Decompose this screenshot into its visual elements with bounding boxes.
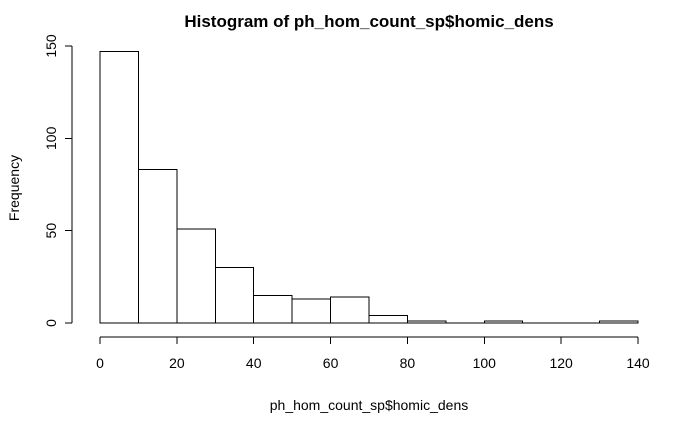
histogram-bars xyxy=(99,51,639,324)
x-axis: 0 20 40 60 80 100 120 140 xyxy=(96,336,650,371)
x-tick-label-1: 20 xyxy=(169,355,185,371)
histogram-bar-8 xyxy=(406,320,447,324)
x-tick-label-5: 100 xyxy=(473,355,497,371)
x-tick-label-7: 140 xyxy=(626,355,650,371)
x-tick-label-4: 80 xyxy=(400,355,416,371)
histogram-bar-1 xyxy=(137,169,178,324)
x-axis-label: ph_hom_count_sp$homic_dens xyxy=(270,397,468,413)
histogram-bar-7 xyxy=(368,315,408,324)
histogram-bar-5 xyxy=(291,298,332,324)
histogram-bar-0 xyxy=(99,51,139,324)
histogram-bar-2 xyxy=(176,228,216,324)
y-tick-label-1: 50 xyxy=(43,223,59,239)
x-tick-label-6: 120 xyxy=(549,355,573,371)
y-axis: 0 50 100 150 xyxy=(43,34,73,327)
histogram-bar-3 xyxy=(214,267,255,324)
histogram-bar-13 xyxy=(599,320,639,324)
x-tick-label-3: 60 xyxy=(323,355,339,371)
histogram-bar-4 xyxy=(253,294,293,324)
y-axis-label: Frequency xyxy=(6,155,22,221)
y-tick-label-0: 0 xyxy=(43,319,59,327)
y-tick-label-3: 150 xyxy=(43,34,59,58)
y-tick-label-2: 100 xyxy=(43,126,59,150)
histogram-bar-10 xyxy=(483,320,524,324)
histogram-bar-6 xyxy=(330,296,370,324)
x-tick-label-2: 40 xyxy=(246,355,262,371)
chart-title: Histogram of ph_hom_count_sp$homic_dens xyxy=(184,12,553,31)
x-tick-label-0: 0 xyxy=(96,355,104,371)
